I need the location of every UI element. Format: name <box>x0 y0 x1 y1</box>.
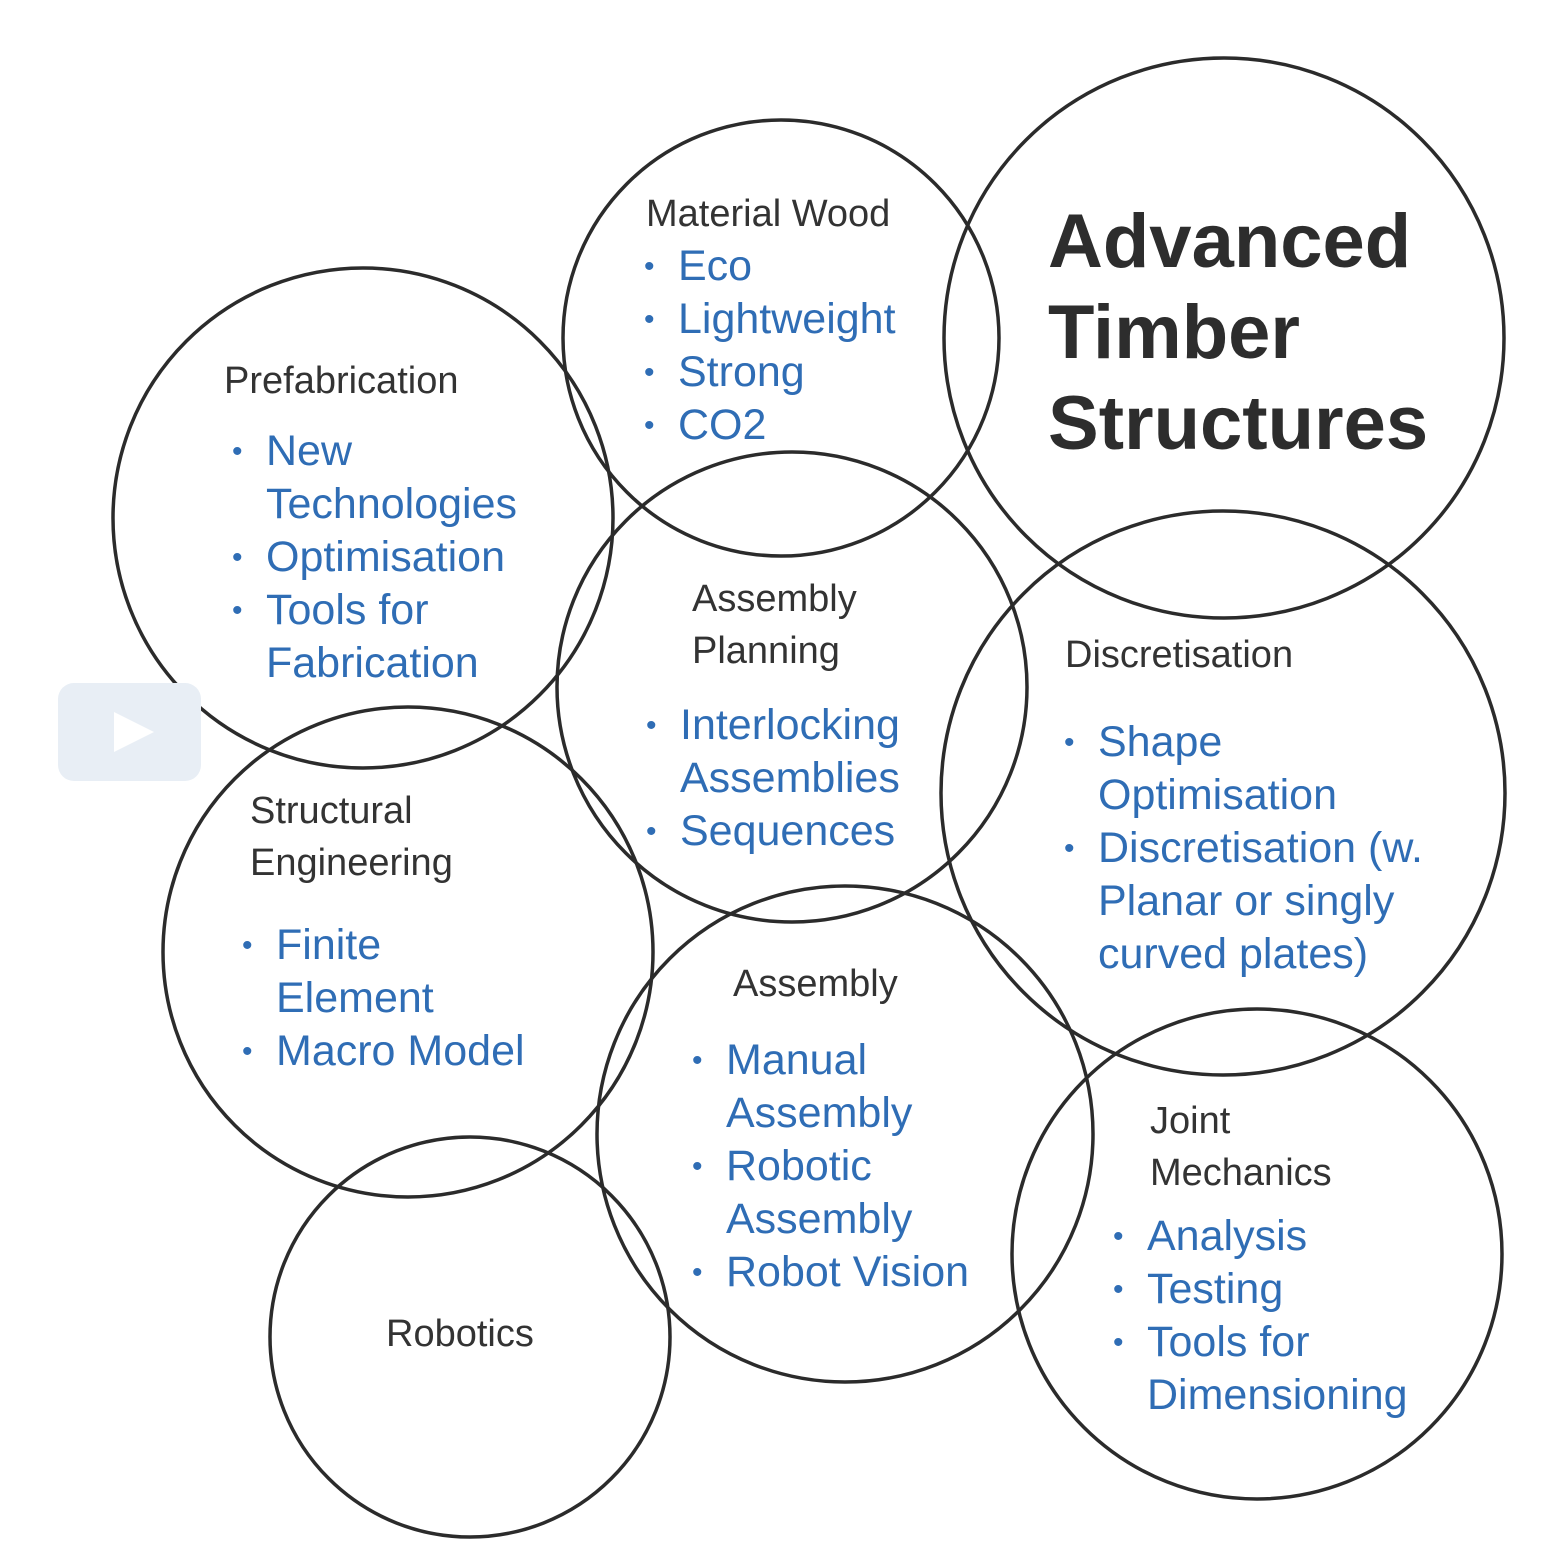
circle-material-wood <box>561 118 1001 558</box>
list-item: Finite Element <box>242 919 476 1025</box>
list-item: Sequences <box>646 805 930 858</box>
topic-label-assembly-planning: Assembly Planning <box>692 578 857 672</box>
topic-items-prefabrication: New Technologies Optimisation Tools for … <box>232 425 562 690</box>
topic-label-prefabrication: Prefabrication <box>224 360 459 402</box>
topic-label-robotics: Robotics <box>386 1313 534 1355</box>
topic-items-material-wood: Eco Lightweight Strong CO2 <box>644 240 896 452</box>
topic-label-discretisation: Discretisation <box>1065 634 1294 676</box>
topic-items-assembly-planning: Interlocking Assemblies Sequences <box>646 699 930 858</box>
list-item: Testing <box>1113 1263 1447 1316</box>
topic-label-joint-mechanics: Joint Mechanics <box>1150 1100 1332 1194</box>
list-item: Lightweight <box>644 293 896 346</box>
title-line-1: Advanced <box>1048 199 1412 284</box>
diagram-title: Advanced Timber Structures <box>1048 196 1428 469</box>
list-item: Interlocking Assemblies <box>646 699 930 805</box>
list-item: Discretisation (w. Planar or singly curv… <box>1064 822 1458 981</box>
list-item: Analysis <box>1113 1210 1447 1263</box>
topic-items-discretisation: Shape Optimisation Discretisation (w. Pl… <box>1064 716 1458 981</box>
list-item: New Technologies <box>232 425 536 531</box>
list-item: Tools for Dimensioning <box>1113 1316 1447 1422</box>
list-item: CO2 <box>644 399 896 452</box>
play-button[interactable] <box>58 683 201 781</box>
topic-items-assembly: Manual Assembly Robotic Assembly Robot V… <box>692 1034 969 1299</box>
circle-structural-engineering <box>161 705 655 1199</box>
circle-joint-mechanics <box>1010 1007 1504 1501</box>
circle-discretisation <box>939 509 1507 1077</box>
list-item: Shape Optimisation <box>1064 716 1388 822</box>
list-item: Optimisation <box>232 531 562 584</box>
circle-title <box>942 56 1506 620</box>
list-item: Manual Assembly <box>692 1034 966 1140</box>
title-line-2: Timber <box>1048 290 1301 375</box>
circle-prefabrication <box>111 266 615 770</box>
title-line-3: Structures <box>1048 381 1429 466</box>
list-item: Robotic Assembly <box>692 1140 966 1246</box>
topic-items-joint-mechanics: Analysis Testing Tools for Dimensioning <box>1113 1210 1447 1422</box>
topic-label-structural-engineering: Structural Engineering <box>250 790 453 884</box>
circle-robotics <box>268 1135 672 1539</box>
list-item: Robot Vision <box>692 1246 969 1299</box>
topic-label-assembly: Assembly <box>733 963 898 1005</box>
topic-label-material-wood: Material Wood <box>646 193 891 235</box>
list-item: Strong <box>644 346 896 399</box>
play-icon <box>114 712 154 752</box>
list-item: Eco <box>644 240 896 293</box>
list-item: Tools for Fabrication <box>232 584 506 690</box>
topic-items-structural-engineering: Finite Element Macro Model <box>242 919 525 1078</box>
list-item: Macro Model <box>242 1025 525 1078</box>
circle-assembly <box>595 884 1095 1384</box>
circle-assembly-planning <box>555 450 1029 924</box>
